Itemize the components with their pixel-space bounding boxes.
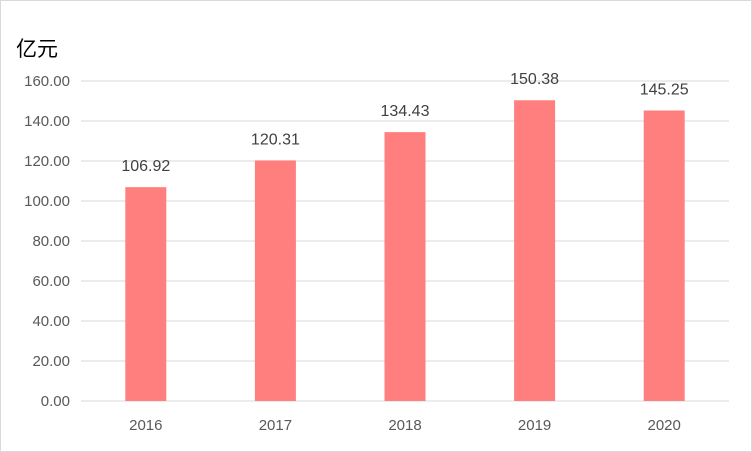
- y-tick-label: 80.00: [32, 233, 70, 250]
- data-label: 106.92: [121, 158, 170, 175]
- data-label: 145.25: [640, 82, 689, 99]
- x-tick-label: 2016: [129, 417, 162, 434]
- x-tick-label: 2019: [518, 417, 551, 434]
- bar: [643, 110, 685, 401]
- y-axis-unit-label: 亿元: [16, 37, 58, 61]
- y-tick-label: 140.00: [24, 113, 70, 130]
- bar: [125, 187, 167, 401]
- y-tick-label: 60.00: [32, 273, 70, 290]
- y-tick-label: 120.00: [24, 153, 70, 170]
- data-label: 134.43: [381, 103, 430, 120]
- bar: [254, 160, 296, 401]
- y-tick-label: 160.00: [24, 73, 70, 90]
- y-tick-label: 40.00: [32, 313, 70, 330]
- bar: [514, 100, 556, 402]
- y-tick-label: 20.00: [32, 353, 70, 370]
- x-tick-label: 2017: [259, 417, 292, 434]
- data-label: 150.38: [510, 71, 559, 88]
- y-tick-label: 0.00: [41, 393, 70, 410]
- x-tick-label: 2020: [648, 417, 681, 434]
- data-label: 120.31: [251, 131, 300, 148]
- y-tick-label: 100.00: [24, 193, 70, 210]
- bar: [384, 132, 426, 401]
- x-tick-label: 2018: [388, 417, 421, 434]
